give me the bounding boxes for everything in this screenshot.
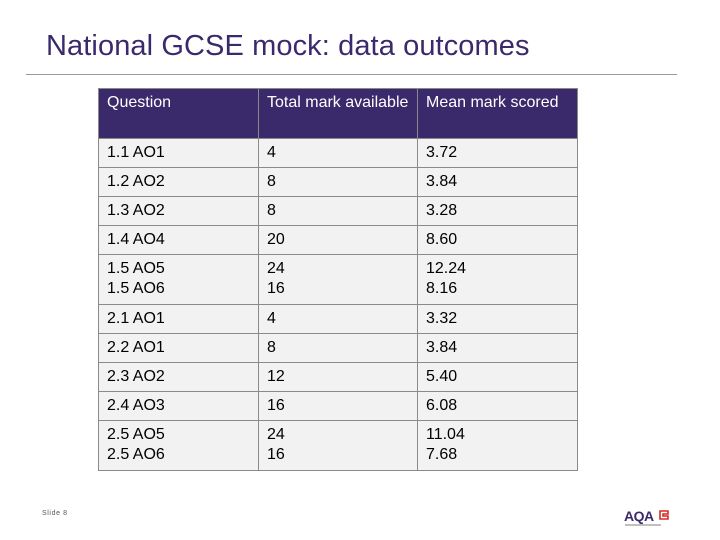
cell-total-mark-line: 8	[267, 339, 276, 356]
table-row: 1.3 AO2 8 3.28	[98, 196, 578, 226]
cell-total-mark-line: 8	[267, 173, 276, 190]
cell-question: 2.2 AO1	[98, 333, 259, 363]
cell-total-mark: 4	[258, 138, 418, 168]
cell-total-mark-line: 16	[267, 280, 285, 297]
cell-mean-mark-line: 3.32	[426, 310, 458, 327]
cell-mean-mark-line: 6.08	[426, 397, 458, 414]
cell-question: 1.2 AO2	[98, 167, 259, 197]
cell-mean-mark-line: 3.28	[426, 202, 458, 219]
cell-mean-mark: 6.08	[417, 391, 578, 421]
cell-total-mark: 20	[258, 225, 418, 255]
cell-question-line: 1.5 AO5	[107, 260, 165, 277]
cell-mean-mark: 3.84	[417, 333, 578, 363]
page-title: National GCSE mock: data outcomes	[46, 30, 530, 62]
cell-total-mark: 24 16	[258, 254, 418, 305]
cell-question: 1.4 AO4	[98, 225, 259, 255]
cell-total-mark: 4	[258, 304, 418, 334]
cell-mean-mark-line: 3.84	[426, 339, 458, 356]
cell-question: 2.1 AO1	[98, 304, 259, 334]
cell-total-mark-line: 8	[267, 202, 276, 219]
cell-mean-mark: 12.24 8.16	[417, 254, 578, 305]
slide-number: Slide 8	[42, 510, 68, 517]
cell-question-line: 2.5 AO6	[107, 446, 165, 463]
cell-question-line: 1.1 AO1	[107, 144, 165, 161]
cell-total-mark-line: 4	[267, 310, 276, 327]
table-header-row: Question Total mark available Mean mark …	[98, 88, 578, 139]
cell-mean-mark: 8.60	[417, 225, 578, 255]
cell-question-line: 2.2 AO1	[107, 339, 165, 356]
table-row: 1.4 AO4 20 8.60	[98, 225, 578, 255]
table-row: 2.1 AO1 4 3.32	[98, 304, 578, 334]
cell-mean-mark: 3.84	[417, 167, 578, 197]
cell-mean-mark: 3.72	[417, 138, 578, 168]
cell-total-mark: 8	[258, 167, 418, 197]
cell-total-mark-line: 20	[267, 231, 285, 248]
cell-total-mark-line: 4	[267, 144, 276, 161]
cell-question: 2.5 AO5 2.5 AO6	[98, 420, 259, 471]
logo-text: AQA	[624, 508, 654, 524]
cell-question-line: 2.3 AO2	[107, 368, 165, 385]
cell-total-mark: 8	[258, 333, 418, 363]
cell-question: 2.4 AO3	[98, 391, 259, 421]
table-row: 2.5 AO5 2.5 AO6 24 16 11.04 7.68	[98, 420, 578, 471]
cell-mean-mark: 11.04 7.68	[417, 420, 578, 471]
title-divider	[26, 74, 677, 75]
cell-question-line: 2.4 AO3	[107, 397, 165, 414]
cell-question-line: 1.5 AO6	[107, 280, 165, 297]
table-row: 2.3 AO2 12 5.40	[98, 362, 578, 392]
cell-mean-mark-line: 8.16	[426, 280, 458, 297]
cell-mean-mark: 3.32	[417, 304, 578, 334]
table-row: 1.1 AO1 4 3.72	[98, 138, 578, 168]
cell-mean-mark-line: 3.72	[426, 144, 458, 161]
cell-question-line: 1.3 AO2	[107, 202, 165, 219]
cell-mean-mark: 5.40	[417, 362, 578, 392]
cell-total-mark: 12	[258, 362, 418, 392]
cell-total-mark: 24 16	[258, 420, 418, 471]
cell-mean-mark-line: 7.68	[426, 446, 458, 463]
column-header-total-mark: Total mark available	[258, 88, 418, 139]
cell-mean-mark-line: 11.04	[426, 426, 465, 443]
cell-question-line: 2.1 AO1	[107, 310, 165, 327]
cell-mean-mark-line: 12.24	[426, 260, 467, 277]
cell-question-line: 2.5 AO5	[107, 426, 165, 443]
logo-strapline	[625, 524, 661, 526]
cell-total-mark-line: 24	[267, 260, 285, 277]
column-header-mean-mark: Mean mark scored	[417, 88, 578, 139]
cell-total-mark: 16	[258, 391, 418, 421]
cell-total-mark: 8	[258, 196, 418, 226]
cell-question: 1.5 AO5 1.5 AO6	[98, 254, 259, 305]
table-row: 1.5 AO5 1.5 AO6 24 16 12.24 8.16	[98, 254, 578, 305]
aqa-swoosh-icon	[659, 510, 669, 520]
table-row: 1.2 AO2 8 3.84	[98, 167, 578, 197]
cell-mean-mark-line: 8.60	[426, 231, 458, 248]
cell-question: 1.3 AO2	[98, 196, 259, 226]
cell-total-mark-line: 16	[267, 446, 285, 463]
cell-total-mark-line: 16	[267, 397, 285, 414]
outcomes-table: Question Total mark available Mean mark …	[98, 88, 578, 471]
cell-mean-mark: 3.28	[417, 196, 578, 226]
aqa-logo: AQA	[624, 508, 670, 532]
cell-total-mark-line: 12	[267, 368, 285, 385]
cell-mean-mark-line: 3.84	[426, 173, 458, 190]
cell-question-line: 1.4 AO4	[107, 231, 165, 248]
table-row: 2.4 AO3 16 6.08	[98, 391, 578, 421]
column-header-question: Question	[98, 88, 259, 139]
cell-question: 2.3 AO2	[98, 362, 259, 392]
cell-question: 1.1 AO1	[98, 138, 259, 168]
table-row: 2.2 AO1 8 3.84	[98, 333, 578, 363]
cell-mean-mark-line: 5.40	[426, 368, 458, 385]
cell-question-line: 1.2 AO2	[107, 173, 165, 190]
cell-total-mark-line: 24	[267, 426, 285, 443]
